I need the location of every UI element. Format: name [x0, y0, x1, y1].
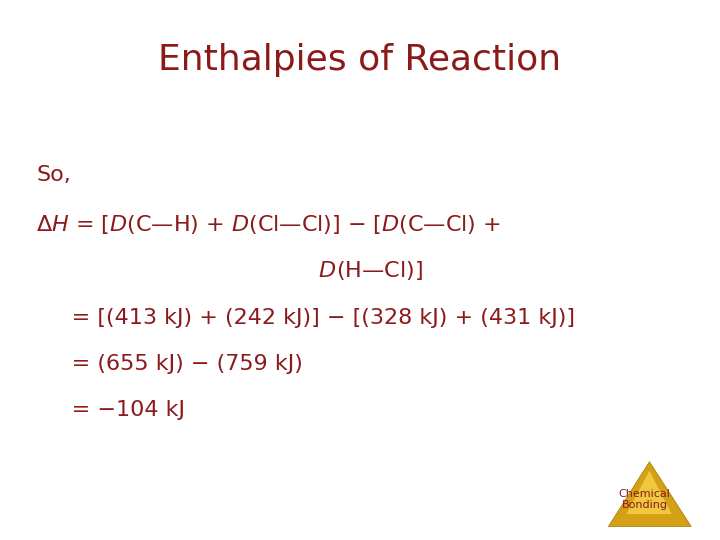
Text: = (655 kJ) − (759 kJ): = (655 kJ) − (759 kJ)	[36, 354, 303, 374]
Text: So,: So,	[36, 165, 71, 185]
Polygon shape	[626, 471, 672, 514]
Text: $D$(H—Cl)]: $D$(H—Cl)]	[36, 259, 423, 282]
Text: Enthalpies of Reaction: Enthalpies of Reaction	[158, 43, 562, 77]
Polygon shape	[608, 462, 691, 526]
Text: = −104 kJ: = −104 kJ	[36, 400, 185, 420]
Text: = [(413 kJ) + (242 kJ)] − [(328 kJ) + (431 kJ)]: = [(413 kJ) + (242 kJ)] − [(328 kJ) + (4…	[36, 308, 575, 328]
Text: Δ$H$ = [$D$(C—H) + $D$(Cl—Cl)] − [$D$(C—Cl) +: Δ$H$ = [$D$(C—H) + $D$(Cl—Cl)] − [$D$(C—…	[36, 213, 501, 237]
Text: Chemical
Bonding: Chemical Bonding	[618, 489, 670, 510]
